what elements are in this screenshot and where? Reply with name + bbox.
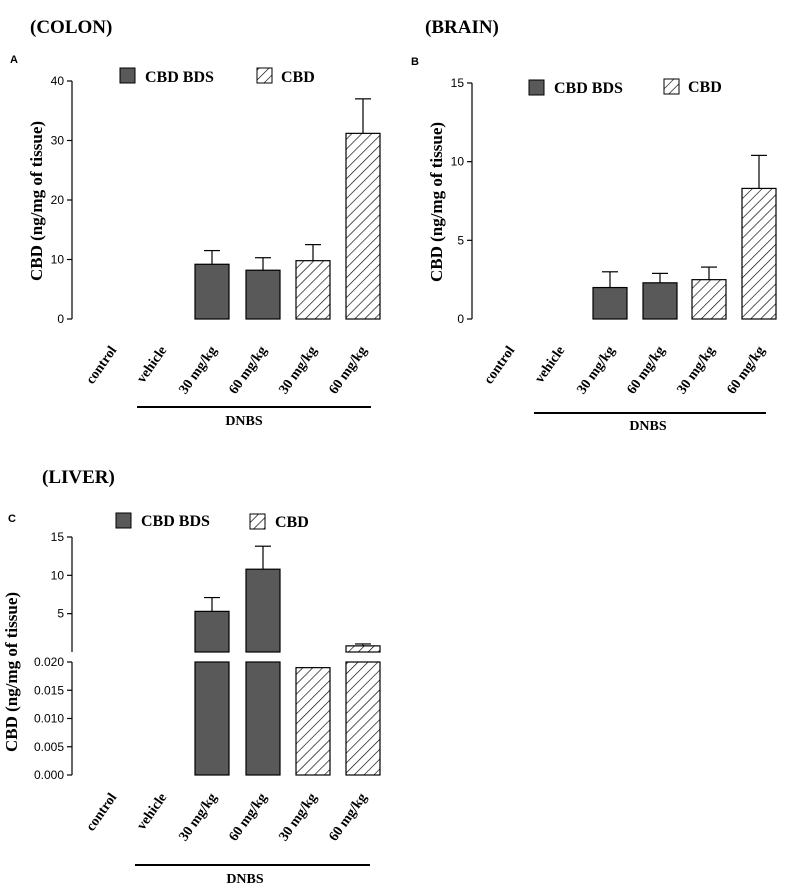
brain-dnbs-label: DNBS — [629, 419, 667, 434]
liver-y-tick-label: 5 — [57, 607, 64, 621]
colon-category-labels: control vehicle 30 mg/kg 60 mg/kg 30 mg/… — [84, 344, 371, 398]
colon-legend: CBD BDS CBD — [119, 67, 315, 86]
liver-bar-cbd-bds-lower — [245, 661, 281, 776]
brain-bar-cbd — [691, 279, 727, 320]
liver-category-label: 60 mg/kg — [327, 791, 371, 845]
brain-y-tick-label: 5 — [457, 233, 464, 247]
brain-category-label: 60 mg/kg — [625, 344, 669, 398]
brain-panel-letter: B — [411, 56, 419, 68]
brain-legend: CBD BDS CBD — [528, 78, 722, 97]
brain-bar-cbd-bds — [592, 286, 628, 320]
colon-category-label: 60 mg/kg — [327, 344, 371, 398]
liver-y-axis-label: CBD (ng/mg of tissue) — [2, 592, 21, 752]
colon-category-label: vehicle — [134, 344, 170, 386]
brain-plot-area: 0 5 10 15 — [451, 76, 777, 326]
colon-y-tick-label: 0 — [57, 312, 64, 326]
panel-colon: (COLON) A CBD (ng/mg of tissue) CBD BDS … — [10, 17, 381, 429]
brain-category-labels: control vehicle 30 mg/kg 60 mg/kg 30 mg/… — [482, 344, 769, 398]
liver-y-tick-label: 0.010 — [34, 712, 64, 726]
liver-y-tick-label: 10 — [51, 568, 65, 582]
liver-category-label: 60 mg/kg — [227, 791, 271, 845]
liver-bar-cbd-upper — [345, 645, 381, 653]
colon-y-tick-label: 40 — [51, 74, 65, 88]
colon-y-axis-label: CBD (ng/mg of tissue) — [27, 121, 46, 281]
colon-plot-area: 0 10 20 30 40 — [51, 74, 381, 326]
brain-y-tick-label: 10 — [451, 155, 465, 169]
colon-bar-cbd — [295, 260, 331, 320]
colon-y-tick-label: 20 — [51, 193, 65, 207]
brain-y-axis-label: CBD (ng/mg of tissue) — [427, 122, 446, 282]
brain-title: (BRAIN) — [425, 17, 499, 38]
colon-category-label: control — [84, 344, 121, 388]
brain-category-label: vehicle — [532, 344, 568, 386]
legend-label-cbd: CBD — [275, 514, 309, 531]
legend-swatch-cbd-bds — [528, 79, 545, 96]
panel-liver: (LIVER) C CBD (ng/mg of tissue) CBD BDS … — [2, 467, 381, 887]
liver-category-label: control — [84, 791, 121, 835]
brain-category-label: 30 mg/kg — [575, 344, 619, 398]
brain-y-tick-label: 0 — [457, 312, 464, 326]
liver-y-tick-label: 0.000 — [34, 768, 64, 782]
colon-bar-cbd-bds — [245, 269, 281, 320]
legend-swatch-cbd-bds — [115, 512, 132, 529]
liver-category-label: vehicle — [134, 791, 170, 833]
liver-bar-cbd-lower — [345, 661, 381, 776]
legend-label-cbd: CBD — [281, 69, 315, 86]
colon-category-label: 30 mg/kg — [277, 344, 321, 398]
liver-panel-letter: C — [8, 513, 16, 525]
liver-y-tick-label: 0.020 — [34, 655, 64, 669]
colon-dnbs-label: DNBS — [225, 414, 263, 429]
colon-bar-cbd — [345, 132, 381, 320]
panel-brain: (BRAIN) B CBD (ng/mg of tissue) CBD BDS … — [411, 17, 777, 434]
liver-title: (LIVER) — [42, 467, 115, 488]
brain-bar-cbd-bds — [642, 282, 678, 320]
colon-bar-cbd-bds — [194, 263, 230, 320]
legend-label-cbd: CBD — [688, 79, 722, 96]
brain-category-label: 60 mg/kg — [725, 344, 769, 398]
liver-dnbs-label: DNBS — [226, 872, 264, 887]
legend-label-cbd-bds: CBD BDS — [554, 80, 623, 97]
liver-category-labels: control vehicle 30 mg/kg 60 mg/kg 30 mg/… — [84, 791, 371, 845]
legend-label-cbd-bds: CBD BDS — [145, 69, 214, 86]
colon-category-label: 30 mg/kg — [177, 344, 221, 398]
brain-category-label: 30 mg/kg — [675, 344, 719, 398]
legend-label-cbd-bds: CBD BDS — [141, 513, 210, 530]
liver-legend: CBD BDS CBD — [115, 512, 309, 531]
brain-y-tick-label: 15 — [451, 76, 465, 90]
legend-swatch-cbd — [256, 67, 273, 84]
colon-y-tick-label: 30 — [51, 134, 65, 148]
colon-title: (COLON) — [30, 17, 112, 38]
brain-category-label: control — [482, 344, 519, 388]
liver-bar-cbd-bds-upper — [245, 568, 281, 653]
brain-bar-cbd — [741, 187, 777, 320]
liver-y-tick-label: 0.005 — [34, 740, 64, 754]
legend-swatch-cbd — [249, 513, 266, 530]
liver-bar-cbd-bds-upper — [194, 610, 230, 653]
liver-category-label: 30 mg/kg — [277, 791, 321, 845]
liver-bar-cbd-bds-lower — [194, 661, 230, 776]
colon-category-label: 60 mg/kg — [227, 344, 271, 398]
legend-swatch-cbd — [663, 78, 680, 95]
liver-y-tick-label: 15 — [51, 530, 65, 544]
liver-y-tick-label: 0.015 — [34, 683, 64, 697]
legend-swatch-cbd-bds — [119, 67, 136, 84]
liver-plot-area: 0.000 0.005 0.010 0.015 0.020 5 10 15 — [34, 530, 381, 782]
liver-category-label: 30 mg/kg — [177, 791, 221, 845]
colon-panel-letter: A — [10, 54, 18, 66]
liver-bar-cbd — [295, 667, 331, 776]
colon-y-tick-label: 10 — [51, 253, 65, 267]
